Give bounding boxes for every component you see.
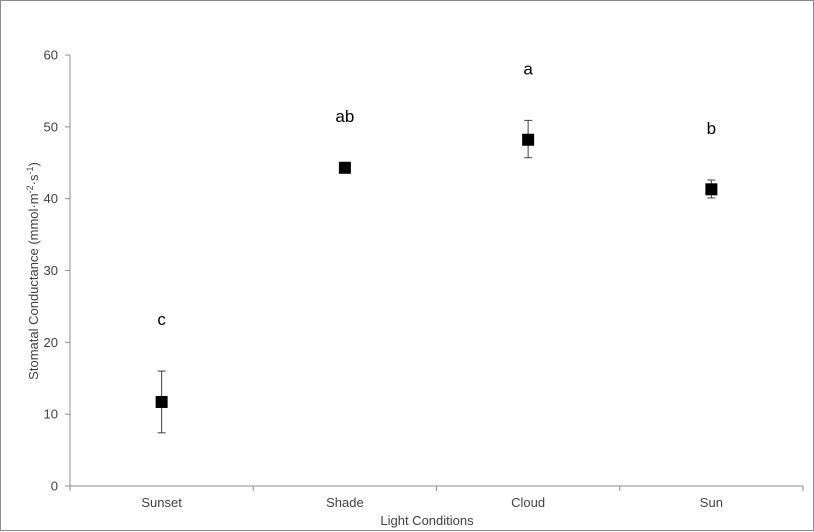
y-tick-label: 30	[44, 263, 58, 278]
significance-letter: ab	[335, 107, 354, 126]
data-point	[155, 395, 168, 408]
y-axis-title-sup2: -1	[25, 167, 35, 175]
y-tick-label: 20	[44, 335, 58, 350]
y-tick-label: 50	[44, 119, 58, 134]
y-axis-title-mid: ·s	[26, 174, 41, 185]
significance-letter: b	[707, 119, 716, 138]
significance-letter: c	[157, 310, 166, 329]
x-tick-label: Sunset	[141, 495, 182, 510]
y-axis-title-sup1: -2	[25, 185, 35, 193]
x-axis-title: Light Conditions	[380, 513, 474, 528]
y-axis-ticks: 0 10 20 30 40 50 60	[44, 48, 70, 494]
x-tick-label: Cloud	[511, 495, 545, 510]
x-tick-label: Shade	[326, 495, 364, 510]
x-tick-label: Sun	[700, 495, 723, 510]
y-tick-label: 0	[51, 479, 58, 494]
y-axis-title-base: Stomatal Conductance (mmol·m	[26, 193, 41, 379]
data-point	[338, 161, 351, 174]
y-tick-label: 40	[44, 191, 58, 206]
data-point	[705, 183, 718, 196]
y-tick-label: 10	[44, 407, 58, 422]
x-axis-ticks: Sunset Shade Cloud Sun	[69, 486, 804, 510]
significance-letter: a	[523, 59, 533, 78]
y-tick-label: 60	[44, 48, 58, 63]
data-point	[522, 133, 535, 146]
y-axis-title-end: )	[26, 162, 41, 166]
y-axis-title: Stomatal Conductance (mmol·m-2·s-1)	[25, 162, 41, 380]
